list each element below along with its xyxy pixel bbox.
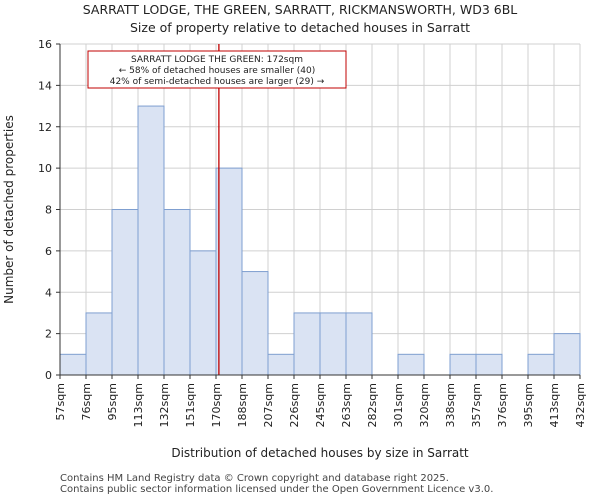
x-tick-label: 132sqm xyxy=(158,383,171,427)
bar xyxy=(241,271,269,376)
y-tick-label: 6 xyxy=(45,245,52,258)
x-tick-label: 245sqm xyxy=(314,383,327,427)
bar xyxy=(397,353,425,376)
bar xyxy=(111,209,139,376)
y-axis-label: Number of detached properties xyxy=(2,115,16,304)
x-tick-label: 76sqm xyxy=(80,383,93,420)
x-tick-label: 95sqm xyxy=(106,383,119,420)
x-tick-label: 338sqm xyxy=(444,383,457,427)
x-tick-label: 432sqm xyxy=(574,383,587,427)
y-tick-label: 10 xyxy=(38,162,52,175)
annotation-line: 42% of semi-detached houses are larger (… xyxy=(110,77,325,87)
bar xyxy=(345,312,373,376)
chart-title: SARRATT LODGE, THE GREEN, SARRATT, RICKM… xyxy=(82,2,518,17)
x-tick-label: 320sqm xyxy=(418,383,431,427)
bar xyxy=(475,353,503,376)
bar xyxy=(449,353,477,376)
bar xyxy=(293,312,321,376)
annotation-box xyxy=(87,50,347,89)
x-tick-label: 57sqm xyxy=(54,383,67,420)
x-tick-label: 301sqm xyxy=(392,383,405,427)
bar xyxy=(215,167,243,376)
x-tick-label: 263sqm xyxy=(340,383,353,427)
y-tick-label: 16 xyxy=(38,38,52,51)
x-tick-label: 113sqm xyxy=(132,383,145,427)
x-tick-label: 413sqm xyxy=(548,383,561,427)
y-tick-label: 12 xyxy=(38,121,52,134)
footer-line-1: Contains HM Land Registry data © Crown c… xyxy=(60,473,449,484)
bar xyxy=(59,353,87,376)
x-tick-label: 207sqm xyxy=(262,383,275,427)
x-tick-label: 395sqm xyxy=(522,383,535,427)
x-tick-label: 357sqm xyxy=(470,383,483,427)
x-tick-label: 282sqm xyxy=(366,383,379,427)
bar xyxy=(85,312,113,376)
y-tick-label: 8 xyxy=(45,204,52,217)
chart-subtitle: Size of property relative to detached ho… xyxy=(129,20,471,35)
x-tick-label: 376sqm xyxy=(496,383,509,427)
bar xyxy=(137,105,165,376)
bar xyxy=(527,353,555,376)
x-tick-label: 188sqm xyxy=(236,383,249,427)
y-tick-label: 0 xyxy=(45,369,52,382)
x-tick-label: 226sqm xyxy=(288,383,301,427)
bar xyxy=(319,312,347,376)
bar xyxy=(163,209,191,376)
x-tick-label: 151sqm xyxy=(184,383,197,427)
x-axis-label: Distribution of detached houses by size … xyxy=(171,446,469,460)
annotation-line: ← 58% of detached houses are smaller (40… xyxy=(119,66,316,76)
y-tick-label: 2 xyxy=(45,328,52,341)
bar xyxy=(189,250,217,376)
y-tick-label: 4 xyxy=(45,286,52,299)
x-tick-label: 170sqm xyxy=(210,383,223,427)
footer-line-2: Contains public sector information licen… xyxy=(60,484,494,495)
bar xyxy=(553,333,581,376)
y-tick-label: 14 xyxy=(38,79,52,92)
bar xyxy=(267,353,295,376)
annotation-line: SARRATT LODGE THE GREEN: 172sqm xyxy=(131,55,303,65)
